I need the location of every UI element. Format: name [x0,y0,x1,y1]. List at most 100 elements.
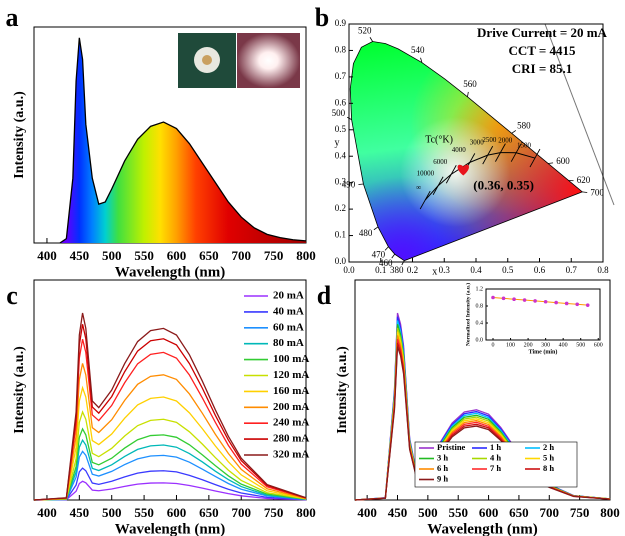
locus-tick [401,260,405,266]
locus-tick [384,246,389,251]
x-tick-label: 450 [70,505,90,520]
legend-label: 320 mA [273,449,309,461]
series-line [33,427,307,501]
x-tick-label: 0.7 [566,265,578,275]
series-line [33,450,307,501]
temperature-label: 10000 [417,169,435,177]
point [575,302,579,307]
annotation: CCT = 4415 [508,43,576,58]
point [554,300,558,305]
y-tick-label: 0.0 [335,256,347,266]
wavelength-label: 380 [390,265,404,275]
plot-frame [354,279,611,501]
y-axis-label: Intensity (a.u.) [335,346,350,434]
y-tick-label: 0.0 [476,337,484,343]
x-tick-label: 500 [418,505,438,520]
x-tick-label: 400 [37,505,57,520]
y-axis-label: Intensity (a.u.) [12,91,27,179]
x-tick-label: 700 [231,248,251,263]
legend-label: 4 h [490,452,501,462]
locus-tick [347,116,352,120]
point [543,299,548,304]
y-axis-label: Intensity (a.u.) [12,346,27,434]
panel-label: b [315,3,329,32]
x-tick-label: 0.3 [439,265,451,275]
temperature-label: 1500 [517,142,532,150]
wavelength-label: 490 [342,179,356,189]
series-line [33,363,307,501]
series-line [33,480,307,501]
wavelength-label: 540 [411,45,425,55]
legend-label: 9 h [437,473,448,483]
x-tick-label: 400 [559,342,568,348]
legend-label: 80 mA [273,337,304,349]
legend-label: 120 mA [273,369,309,381]
legend-label: 240 mA [273,417,309,429]
x-tick-label: 0.6 [534,265,546,275]
x-tick-label: 800 [600,505,620,520]
x-tick-label: 800 [296,505,316,520]
x-tick-label: 500 [102,248,122,263]
wavelength-label: 600 [556,156,570,166]
x-tick-label: 550 [134,505,154,520]
panel-label: a [6,3,19,32]
locus-tick [358,183,364,185]
x-tick-label: 450 [388,505,408,520]
x-tick-label: 750 [264,248,284,263]
color-point [457,164,469,176]
locus-tick [373,226,379,231]
planck-title: Tc(°K) [425,135,453,146]
annotation: Drive Current = 20 mA [477,25,608,40]
x-axis-label: Wavelength (nm) [427,521,537,536]
panel-label: d [317,281,332,310]
x-tick-label: 200 [524,342,533,348]
x-tick-label: 600 [167,505,187,520]
point [533,299,537,303]
isotherm [529,148,541,168]
x-tick-label: 0.0 [343,265,355,275]
panel-label: c [6,281,18,310]
temperature-label: ∞ [416,184,421,192]
x-tick-label: 300 [541,342,550,348]
wavelength-label: 700 [590,187,604,197]
y-tick-label: 0.7 [335,71,347,81]
x-tick-label: 500 [102,505,122,520]
legend-label: 7 h [490,463,501,473]
y-tick-label: 0.5 [335,124,347,134]
series-line [33,410,307,501]
x-tick-label: 700 [540,505,560,520]
x-tick-label: 450 [70,248,90,263]
legend-label: 100 mA [273,353,309,365]
isotherm [419,190,431,210]
x-tick-label: 750 [570,505,590,520]
temperature-label: 3000 [470,139,485,147]
x-tick-label: 650 [199,248,219,263]
x-tick-label: 650 [199,505,219,520]
legend-label: 40 mA [273,305,304,317]
point [564,301,569,306]
point [491,295,495,300]
isotherm [510,143,522,162]
series-line [492,297,588,306]
y-tick-label: 0.2 [335,203,346,213]
isotherm [495,143,506,162]
wavelength-label: 480 [359,228,373,238]
x-axis-label: Time (min) [529,348,558,355]
x-tick-label: 600 [479,505,499,520]
locus-tick [548,162,554,164]
legend-box [414,441,578,488]
temperature-label: 6000 [433,158,448,166]
x-axis-label: Wavelength (nm) [115,521,225,536]
plot-frame [485,288,601,341]
y-tick-label: 1.2 [476,286,484,292]
x-tick-label: 600 [167,248,187,263]
legend-label: 60 mA [273,321,304,333]
x-tick-label: 550 [134,248,154,263]
x-axis-label: x [432,266,437,277]
series-line [33,324,307,501]
isotherm [432,176,444,195]
series-line [33,385,307,501]
wavelength-label: 460 [379,258,393,268]
wavelength-label: 560 [463,79,477,89]
locus-tick [391,253,396,259]
